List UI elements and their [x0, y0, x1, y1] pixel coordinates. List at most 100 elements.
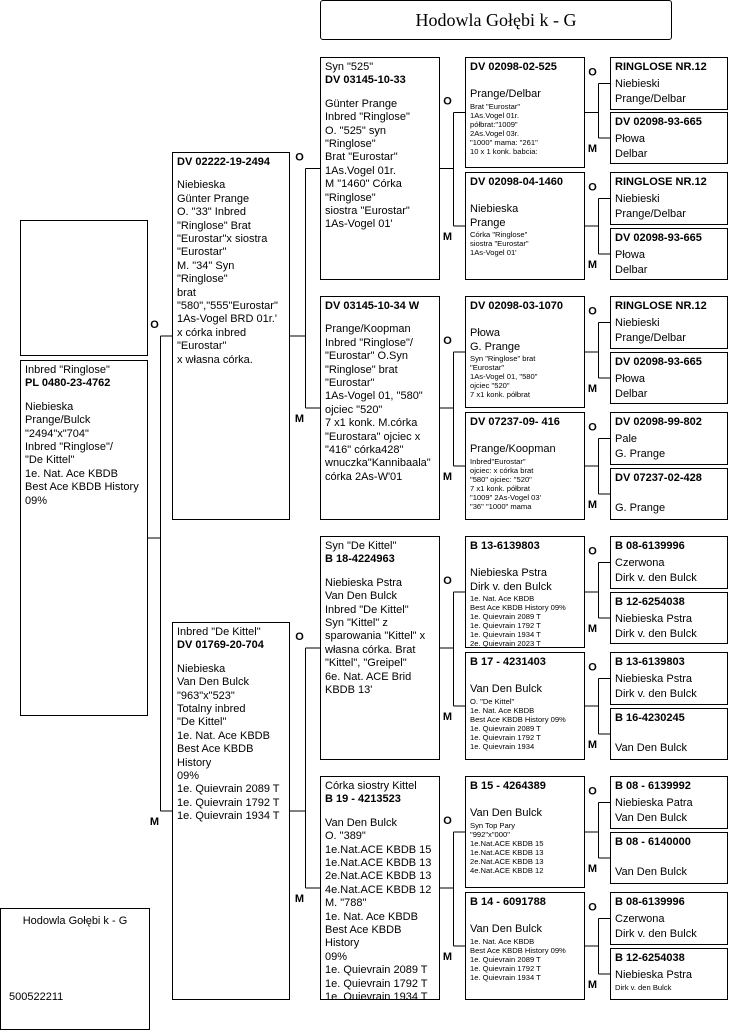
line: "2494"x"704" — [25, 427, 89, 440]
parent-label: M — [443, 951, 452, 963]
parent-label: M — [588, 623, 597, 635]
line: 1e.Nat.ACE KBDB 15 — [325, 843, 432, 856]
note: Córka "Ringlose" — [470, 230, 528, 240]
ring-number: DV 03145-10-34 W — [325, 300, 420, 312]
line: Prange/Koopman — [470, 443, 556, 456]
pigeon-box: DV 02098-99-802 Pale G. Prange — [610, 412, 728, 465]
line: sparowania "Kittel" x — [325, 630, 426, 643]
parent-label: M — [588, 739, 597, 751]
line: Van Den Bulck — [325, 590, 397, 603]
ring-number: DV 02098-93-665 — [615, 356, 702, 368]
ring-number: B 15 - 4264389 — [470, 780, 546, 792]
ring-number: B 16-4230245 — [615, 712, 685, 724]
line: "416" córka428" — [325, 444, 404, 457]
line: 1e. Quievrain 1934 T — [325, 991, 428, 1000]
pigeon-box: B 14 - 6091788 Van Den Bulck 1e. Nat. Ace … — [465, 892, 585, 1000]
pigeon-box: DV 07237-09- 416 Prange/Koopman Inbred"Eur… — [465, 412, 585, 520]
parent-label: M — [295, 893, 304, 905]
note: 1e.Nat.ACE KBDB 13 — [470, 847, 544, 857]
parent-label: O — [150, 319, 159, 331]
pigeon-box: B 13-6139803 Niebieska Pstra Dirk v. den B… — [465, 536, 585, 648]
line: Niebieska — [470, 203, 519, 216]
pigeon-box: Syn "De Kittel" B 18-4224963 Niebieska Pst… — [320, 536, 440, 760]
pigeon-box: Syn "525" DV 03145-10-33 Günter Prange Inbr… — [320, 57, 440, 280]
line: Delbar — [615, 264, 648, 277]
line: "Ringlose" brat — [325, 363, 398, 376]
parent-label: O — [443, 575, 452, 587]
line: Dirk v. den Bulck — [470, 580, 552, 593]
note: "992"x"000" — [470, 829, 510, 839]
line: O. "525" syn "Ringlose" — [325, 124, 387, 151]
note: 1e. Nat. Ace KBDB — [470, 705, 535, 715]
line: 09% — [325, 950, 348, 963]
parent-label: O — [588, 182, 597, 194]
line: Delbar — [615, 388, 648, 401]
note: 1As.Vogel 01r. — [470, 110, 519, 120]
note: 1As-Vogel 01, "580" — [470, 372, 538, 382]
line: Niebieska Pstra — [615, 969, 693, 982]
note: "Eurostar" — [470, 363, 505, 373]
line: Syn "525" — [325, 61, 374, 73]
ring-number: DV 02098-93-665 — [615, 232, 702, 244]
line: Niebieski — [615, 193, 660, 206]
line: Dirk v. den Bulck — [615, 572, 697, 585]
line: "963"x"523" — [177, 689, 235, 702]
parent-label: M — [588, 143, 597, 155]
line: Czerwona — [615, 557, 665, 570]
note: 2As.Vogel 03r. — [470, 128, 519, 138]
footer-number: 500522211 — [9, 991, 64, 1003]
pigeon-box: Inbred "De Kittel" DV 01769-20-704 Niebies… — [172, 622, 290, 1000]
line: 1As.Vogel 01r. — [325, 164, 396, 177]
parent-label: O — [588, 546, 597, 558]
line: Prange/Delbar — [615, 93, 686, 106]
line: x córka inbred — [177, 326, 247, 339]
note: 1e. Quievrain 1934 T — [470, 630, 541, 640]
ring-number: DV 01769-20-704 — [177, 639, 264, 652]
line: Van Den Bulck — [615, 742, 687, 754]
ring-number: RINGLOSE NR.12 — [615, 300, 707, 312]
line: Prange — [470, 216, 506, 229]
line: 1e. Quievrain 1934 T — [177, 810, 280, 823]
line: "Eurostar" — [325, 377, 375, 390]
line: Best Ace KBDB History — [177, 743, 254, 769]
line: Syn "Kittel" z — [325, 617, 388, 630]
pigeon-box: DV 02098-93-665 Płowa Delbar — [610, 228, 728, 280]
ring-number: DV 02098-99-802 — [615, 416, 702, 428]
note: "36" "1000" mama — [470, 501, 532, 511]
line: 1e. Nat. Ace KBDB — [177, 729, 270, 742]
line: 7 x1 konk. M.córka — [325, 417, 418, 430]
line: córka 2As-W'01 — [325, 470, 403, 483]
ring-number: B 12-6254038 — [615, 952, 685, 964]
note: O. "De Kittel" — [470, 696, 515, 706]
line: Pale — [615, 433, 638, 446]
line: "Eurostara" ojciec x — [325, 430, 421, 443]
note: 1e. Nat. Ace KBDB — [470, 594, 535, 604]
note: Best Ace KBDB History 09% — [470, 603, 566, 613]
line: Van Den Bulck — [470, 923, 542, 936]
line: G. Prange — [615, 502, 666, 514]
note: Dirk v. den Bulck — [615, 983, 672, 993]
line: Prange/Delbar — [615, 332, 686, 345]
note: "1009" 2As-Vogel 03' — [470, 492, 542, 502]
line: siostra "Eurostar" — [325, 205, 410, 218]
line: 1As-Vogel BRD 01r.' — [177, 313, 277, 326]
footer-title: Hodowla Gołębi k - G — [22, 915, 128, 927]
parent-label: O — [588, 306, 597, 318]
pigeon-box: B 12-6254038 Niebieska Pstra Dirk v. den B… — [610, 948, 728, 1000]
parent-label: O — [295, 152, 304, 164]
line: "Ringlose" — [325, 191, 376, 204]
line: "Eurostar" O.Syn — [325, 350, 409, 363]
line: 09% — [25, 494, 48, 507]
note: 1e.Nat.ACE KBDB 15 — [470, 838, 544, 848]
note: 1e. Quievrain 2089 T — [470, 723, 541, 733]
note: 1e. Quievrain 1792 T — [470, 963, 541, 973]
parent-label: M — [443, 711, 452, 723]
parent-label: O — [588, 422, 597, 434]
pigeon-box: Córka siostry Kittel B 19 - 4213523 Van De… — [320, 776, 440, 1000]
line: ojciec "520" — [325, 403, 383, 416]
line: 1e. Nat. Ace KBDB — [25, 467, 118, 480]
ring-number: B 08-6139996 — [615, 540, 685, 552]
line: 09% — [177, 770, 200, 783]
parent-label: O — [588, 662, 597, 674]
footer: Hodowla Gołębi k - G 500522211 — [0, 908, 150, 1030]
